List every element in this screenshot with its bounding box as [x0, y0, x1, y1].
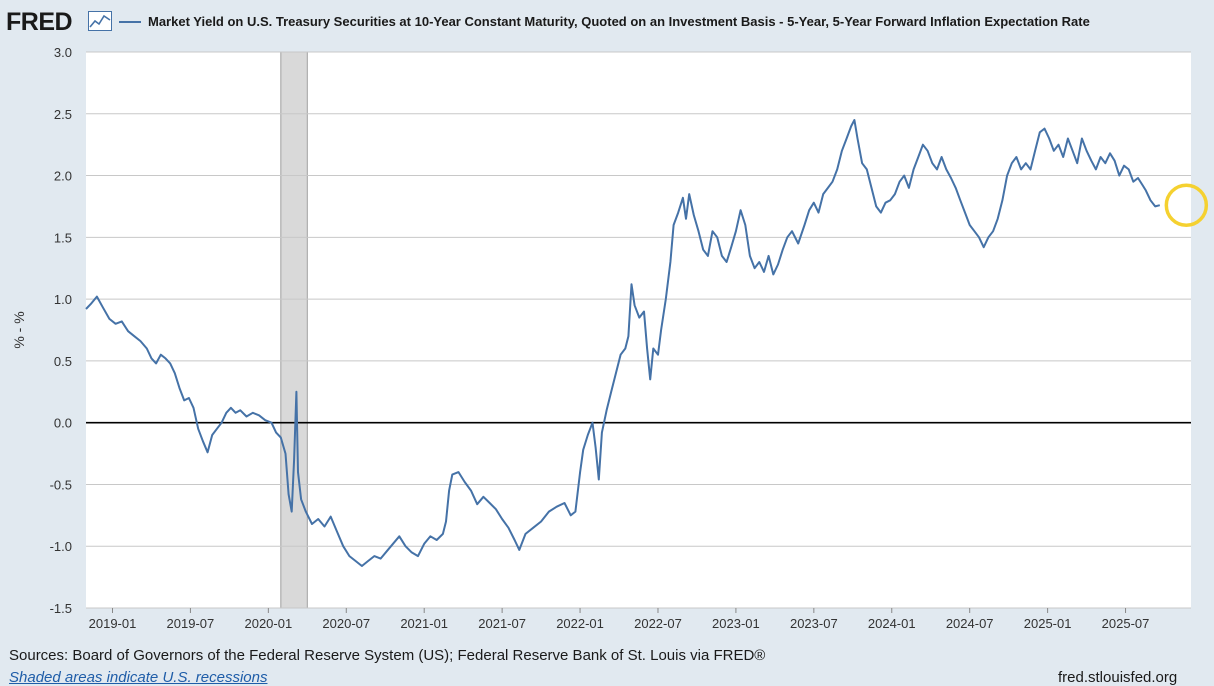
y-tick-label: 1.5: [54, 230, 72, 245]
y-tick-label: 0.0: [54, 416, 72, 431]
fred-graph-icon: [88, 11, 112, 31]
x-tick-label: 2025-01: [1024, 616, 1072, 631]
y-tick-label: 2.0: [54, 169, 72, 184]
y-tick-label: 1.0: [54, 292, 72, 307]
x-tick-label: 2024-07: [946, 616, 994, 631]
y-tick-label: 0.5: [54, 354, 72, 369]
x-tick-label: 2023-07: [790, 616, 838, 631]
y-tick-label: 2.5: [54, 107, 72, 122]
y-tick-label: 3.0: [54, 45, 72, 60]
y-tick-label: -1.0: [50, 539, 72, 554]
x-tick-label: 2023-01: [712, 616, 760, 631]
y-tick-label: -0.5: [50, 477, 72, 492]
site-url[interactable]: fred.stlouisfed.org: [1058, 669, 1178, 686]
fred-logo[interactable]: FRED: [6, 8, 73, 36]
recession-band: [280, 51, 308, 609]
sources-text: Sources: Board of Governors of the Feder…: [9, 647, 766, 664]
x-tick-label: 2019-07: [167, 616, 215, 631]
x-tick-label: 2021-07: [478, 616, 526, 631]
highlight-circle: [1164, 183, 1209, 227]
y-axis-label: % - %: [11, 311, 27, 348]
legend-swatch: [119, 21, 141, 23]
series-line: [85, 119, 1161, 567]
chart-header: FRED Market Yield on U.S. Treasury Secur…: [0, 0, 1214, 44]
plot-area: [86, 52, 1191, 608]
x-tick-label: 2024-01: [868, 616, 916, 631]
y-tick-label: -1.5: [50, 601, 72, 616]
x-tick-label: 2022-01: [556, 616, 604, 631]
x-tick-label: 2020-07: [322, 616, 370, 631]
recessions-link[interactable]: Shaded areas indicate U.S. recessions: [9, 669, 268, 686]
x-tick-label: 2021-01: [400, 616, 448, 631]
chart-title: Market Yield on U.S. Treasury Securities…: [148, 14, 1090, 29]
x-tick-label: 2025-07: [1102, 616, 1150, 631]
x-tick-label: 2019-01: [89, 616, 137, 631]
x-tick-label: 2020-01: [244, 616, 292, 631]
x-tick-label: 2022-07: [634, 616, 682, 631]
